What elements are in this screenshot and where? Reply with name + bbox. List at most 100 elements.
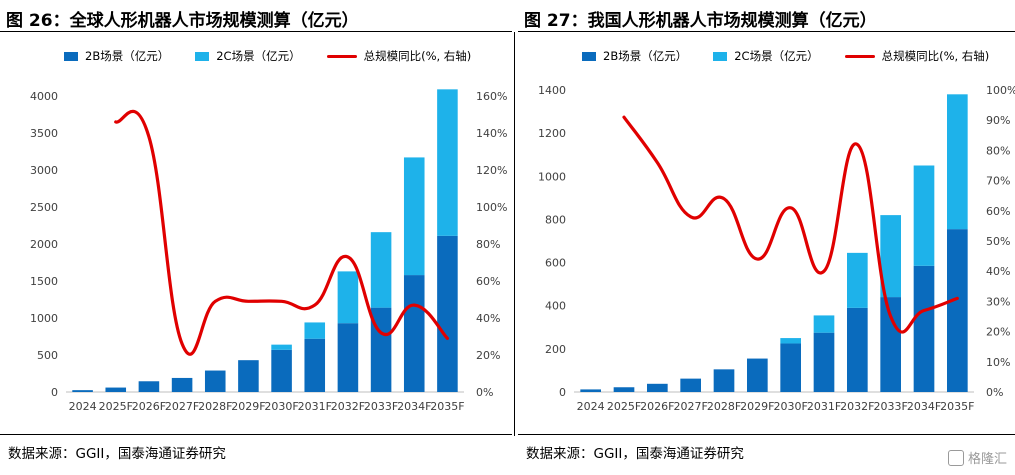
x-tick-label: 2034F (907, 400, 941, 413)
legend-item-2b: 2B场景（亿元） (64, 48, 169, 64)
bar-2b (847, 307, 868, 392)
bar-2b (304, 338, 326, 392)
y-right-tick-label: 50% (986, 235, 1010, 248)
bar-2c (437, 89, 458, 236)
x-tick-label: 2031F (807, 400, 841, 413)
legend-label-yoy: 总规模同比(%, 右轴) (881, 49, 990, 63)
x-tick-label: 2028F (198, 400, 232, 413)
legend-swatch-yoy (844, 54, 875, 58)
legend-label-2c: 2C场景（亿元） (734, 49, 819, 63)
bar-2b (913, 265, 935, 392)
y-left-tick-label: 4000 (30, 90, 58, 103)
legend-swatch-2c (195, 51, 210, 61)
y-right-tick-label: 10% (986, 356, 1010, 369)
legend-swatch-2c (713, 51, 728, 61)
chart-china-market: 0 200 400 600 800 1000 1200 1400 0% 10% 20% 30% 40% 5… (538, 84, 1015, 413)
legend-item-2c: 2C场景（亿元） (713, 48, 819, 64)
y-left-tick-label: 600 (545, 257, 566, 270)
y-right-tick-label: 0% (476, 386, 493, 399)
panel-divider (514, 32, 515, 436)
bar-2b (238, 360, 259, 392)
y-right-tick-label: 30% (986, 295, 1010, 308)
legend-swatch-yoy (326, 54, 357, 58)
legend-label-2b: 2B场景（亿元） (85, 49, 170, 63)
y-right-tick-label: 20% (986, 326, 1010, 339)
y-right-tick-label: 60% (476, 275, 500, 288)
bar-2b (880, 297, 901, 392)
legend: 2B场景（亿元） 2C场景（亿元） 总规模同比(%, 右轴) (582, 48, 989, 64)
bar-2c (271, 344, 292, 350)
bar-2c (370, 232, 392, 308)
bar-2b (680, 378, 701, 392)
y-left-tick-label: 1200 (538, 127, 566, 140)
x-tick-label: 2025F (607, 400, 641, 413)
x-tick-label: 2033F (364, 400, 398, 413)
y-right-tick-label: 120% (476, 164, 507, 177)
legend-item-2b: 2B场景（亿元） (582, 48, 687, 64)
bar-2b (72, 390, 93, 392)
legend-label-2c: 2C场景（亿元） (216, 49, 301, 63)
y-left-tick-label: 0 (51, 386, 58, 399)
chart-panel-global: 图 26：全球人形机器人市场规模测算（亿元） 2B场景（亿元） 2C场景（亿元）… (0, 11, 512, 462)
x-tick-label: 2029F (740, 400, 774, 413)
y-right-tick-label: 140% (476, 127, 507, 140)
title-rule (0, 31, 512, 32)
y-right-tick-label: 160% (476, 90, 507, 103)
legend: 2B场景（亿元） 2C场景（亿元） 总规模同比(%, 右轴) (64, 48, 471, 64)
x-tick-label: 2029F (231, 400, 265, 413)
y-left-tick-label: 800 (545, 213, 566, 226)
y-right-tick-label: 80% (986, 144, 1010, 157)
y-left-tick-label: 400 (545, 300, 566, 313)
x-tick-label: 2028F (707, 400, 741, 413)
bar-2c (403, 157, 425, 276)
source-note: 数据来源：GGII，国泰海通证券研究 (526, 446, 744, 462)
watermark: 格隆汇 (947, 448, 1007, 467)
y-right-tick-label: 100% (476, 201, 507, 214)
bar-2c (913, 165, 935, 266)
title-rule (518, 31, 1015, 32)
watermark-logo-icon (947, 449, 964, 466)
y-left-tick-label: 1500 (30, 275, 58, 288)
bar-2c (337, 271, 359, 324)
source-note: 数据来源：GGII，国泰海通证券研究 (8, 446, 226, 462)
bar-2c (813, 315, 835, 333)
y-left-tick-label: 3000 (30, 164, 58, 177)
y-right-tick-label: 20% (476, 349, 500, 362)
bar-2b (337, 323, 359, 392)
y-right-tick-label: 40% (476, 312, 500, 325)
bar-2b (647, 383, 668, 392)
y-right-tick-label: 90% (986, 114, 1010, 127)
y-left-tick-label: 1400 (538, 84, 566, 97)
figure-title: 图 27：我国人形机器人市场规模测算（亿元） (524, 11, 877, 31)
y-right-tick-label: 70% (986, 175, 1010, 188)
bar-2b (105, 387, 127, 392)
legend-item-yoy: 总规模同比(%, 右轴) (326, 48, 471, 64)
bar-2b (713, 369, 735, 392)
y-left-tick-label: 1000 (538, 170, 566, 183)
bar-2b (747, 358, 768, 392)
bar-2c (780, 338, 801, 344)
x-tick-label: 2026F (132, 400, 166, 413)
y-left-tick-label: 2000 (30, 238, 58, 251)
bar-2b (171, 377, 193, 392)
bar-2c (304, 322, 326, 339)
x-tick-label: 2024 (69, 400, 97, 413)
bar-2b (204, 370, 226, 392)
bar-2b (813, 332, 835, 392)
x-tick-label: 2030F (264, 400, 298, 413)
bar-2b (613, 387, 635, 392)
bar-2b (947, 229, 968, 392)
y-left-tick-label: 500 (37, 349, 58, 362)
source-rule (0, 434, 512, 435)
bar-2c (880, 215, 901, 298)
source-rule (518, 434, 1015, 435)
x-tick-label: 2032F (840, 400, 874, 413)
bar-2b (580, 389, 601, 392)
x-tick-label: 2025F (99, 400, 133, 413)
bar-2b (780, 343, 801, 392)
legend-item-2c: 2C场景（亿元） (195, 48, 301, 64)
x-tick-label: 2035F (940, 400, 974, 413)
y-left-tick-label: 2500 (30, 201, 58, 214)
chart-panel-china: 图 27：我国人形机器人市场规模测算（亿元） 2B场景（亿元） 2C场景（亿元）… (518, 0, 1015, 475)
y-right-tick-label: 60% (986, 205, 1010, 218)
